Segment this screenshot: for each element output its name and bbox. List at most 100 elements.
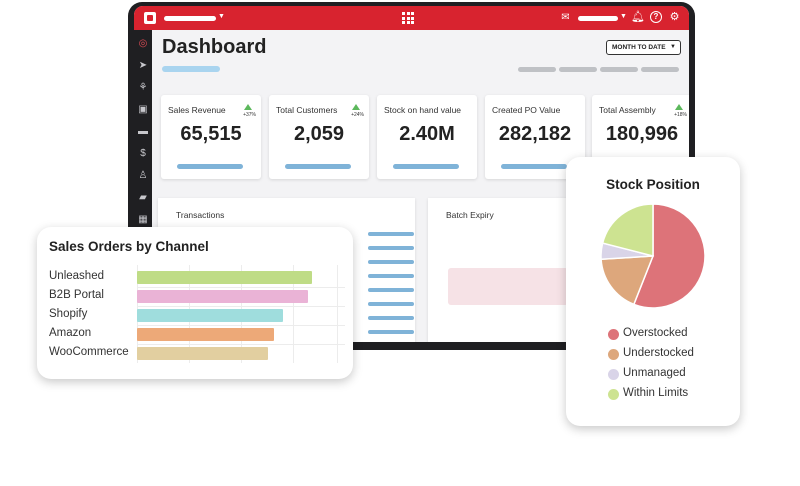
- company-selector[interactable]: [164, 16, 216, 21]
- pie-slice: [600, 255, 655, 306]
- kpi-label: Created PO Value: [492, 105, 561, 115]
- trucks-icon[interactable]: ▬: [138, 126, 148, 137]
- trend-up-icon: [244, 104, 252, 110]
- view-tab[interactable]: [518, 67, 556, 72]
- dashboard-icon[interactable]: ◎: [138, 38, 148, 49]
- channel-row: Shopify: [49, 307, 344, 323]
- panel-title: Batch Expiry: [446, 210, 494, 220]
- grid-line: [293, 265, 294, 363]
- transaction-bar: [368, 246, 414, 250]
- channel-row: Amazon: [49, 326, 344, 342]
- dollar-icon[interactable]: $: [140, 148, 146, 159]
- chevron-down-icon: ▼: [670, 44, 676, 50]
- kpi-card-sales-revenue[interactable]: Sales Revenue +37% 65,515: [161, 95, 261, 179]
- card-title: Stock Position: [606, 177, 700, 192]
- transaction-bar: [368, 232, 414, 236]
- kpi-label: Total Assembly: [599, 105, 656, 115]
- chevron-down-icon[interactable]: ▼: [620, 13, 627, 20]
- transaction-bar: [368, 330, 414, 334]
- kpi-label: Stock on hand value: [384, 105, 462, 115]
- grid-line: [337, 265, 338, 363]
- chevron-down-icon[interactable]: ▼: [218, 13, 225, 20]
- user-menu[interactable]: [578, 16, 618, 21]
- legend-label: Overstocked: [623, 327, 688, 339]
- channel-row: B2B Portal: [49, 288, 344, 304]
- plant-icon[interactable]: ⚘: [138, 82, 148, 93]
- kpi-value: 65,515: [180, 123, 242, 145]
- legend-label: Within Limits: [623, 387, 689, 399]
- channel-row: Unleashed: [49, 269, 344, 285]
- channel-row: WooCommerce: [49, 345, 344, 361]
- view-tab[interactable]: [600, 67, 638, 72]
- apps-grid-icon[interactable]: [402, 12, 415, 24]
- box-icon[interactable]: ▣: [138, 104, 148, 115]
- kpi-change: +37%: [243, 112, 256, 118]
- grid-line: [137, 325, 345, 326]
- legend-swatch: [608, 329, 619, 340]
- batch-expiry-block: [448, 268, 568, 305]
- kpi-value: 282,182: [498, 123, 572, 145]
- date-range-label: MONTH TO DATE: [612, 44, 666, 51]
- channel-label: Unleashed: [49, 270, 104, 282]
- sales-orders-card: Sales Orders by Channel Unleashed B2B Por…: [37, 227, 353, 379]
- kpi-label: Sales Revenue: [168, 105, 226, 115]
- channel-bar: [137, 290, 308, 303]
- panel-title: Transactions: [176, 210, 225, 220]
- rocket-icon[interactable]: ➤: [138, 60, 148, 71]
- pie-slice: [632, 203, 706, 309]
- kpi-card-stock-on-hand[interactable]: Stock on hand value 2.40M: [377, 95, 477, 179]
- bell-icon[interactable]: 🔔︎: [631, 11, 645, 23]
- kpi-value: 2,059: [293, 123, 345, 145]
- channel-track: [137, 345, 345, 361]
- channel-label: WooCommerce: [49, 346, 129, 358]
- channel-track: [137, 269, 345, 285]
- mail-icon[interactable]: ✉: [561, 12, 570, 23]
- legend-swatch: [608, 349, 619, 360]
- kpi-value: 2.40M: [399, 123, 455, 145]
- legend-swatch: [608, 369, 619, 380]
- store-icon[interactable]: ▦: [138, 214, 148, 225]
- legend-label: Understocked: [623, 347, 694, 359]
- channel-label: Shopify: [49, 308, 88, 320]
- kpi-sparkbar: [501, 164, 567, 169]
- transaction-bar: [368, 288, 414, 292]
- legend-label: Unmanaged: [623, 367, 686, 379]
- stock-position-pie: [600, 203, 706, 309]
- channel-bar: [137, 347, 269, 360]
- grid-line: [137, 344, 345, 345]
- kpi-card-total-customers[interactable]: Total Customers +24% 2,059: [269, 95, 369, 179]
- kpi-sparkbar: [393, 164, 459, 169]
- trend-up-icon: [352, 104, 360, 110]
- kpi-change: +18%: [674, 112, 687, 118]
- kpi-sparkbar: [177, 164, 243, 169]
- page-title: Dashboard: [162, 36, 267, 58]
- view-tab[interactable]: [559, 67, 597, 72]
- legend-swatch: [608, 389, 619, 400]
- logo-icon[interactable]: [144, 12, 156, 24]
- channel-track: [137, 326, 345, 342]
- top-bar: ▼ ✉ ▼ 🔔︎ ? ⚙: [134, 6, 689, 30]
- help-icon[interactable]: ?: [650, 11, 662, 23]
- kpi-value: 180,996: [605, 123, 679, 145]
- settings-icon[interactable]: ⚙: [669, 11, 680, 23]
- transaction-bar: [368, 316, 414, 320]
- truck-icon[interactable]: ▰: [139, 192, 147, 203]
- grid-line: [137, 306, 345, 307]
- channel-label: Amazon: [49, 327, 92, 339]
- view-tab[interactable]: [641, 67, 679, 72]
- channel-label: B2B Portal: [49, 289, 104, 301]
- grid-line: [137, 287, 345, 288]
- pie-slice: [601, 203, 654, 257]
- transaction-bar: [368, 274, 414, 278]
- transaction-bar: [368, 260, 414, 264]
- date-range-dropdown[interactable]: MONTH TO DATE ▼: [606, 40, 681, 55]
- channel-bar: [137, 271, 312, 284]
- people-icon[interactable]: ♙: [138, 170, 148, 181]
- transaction-bar: [368, 302, 414, 306]
- card-title: Sales Orders by Channel: [49, 239, 209, 254]
- title-underline: [162, 66, 220, 72]
- channel-track: [137, 307, 345, 323]
- kpi-change: +24%: [351, 112, 364, 118]
- kpi-sparkbar: [285, 164, 351, 169]
- channel-track: [137, 288, 345, 304]
